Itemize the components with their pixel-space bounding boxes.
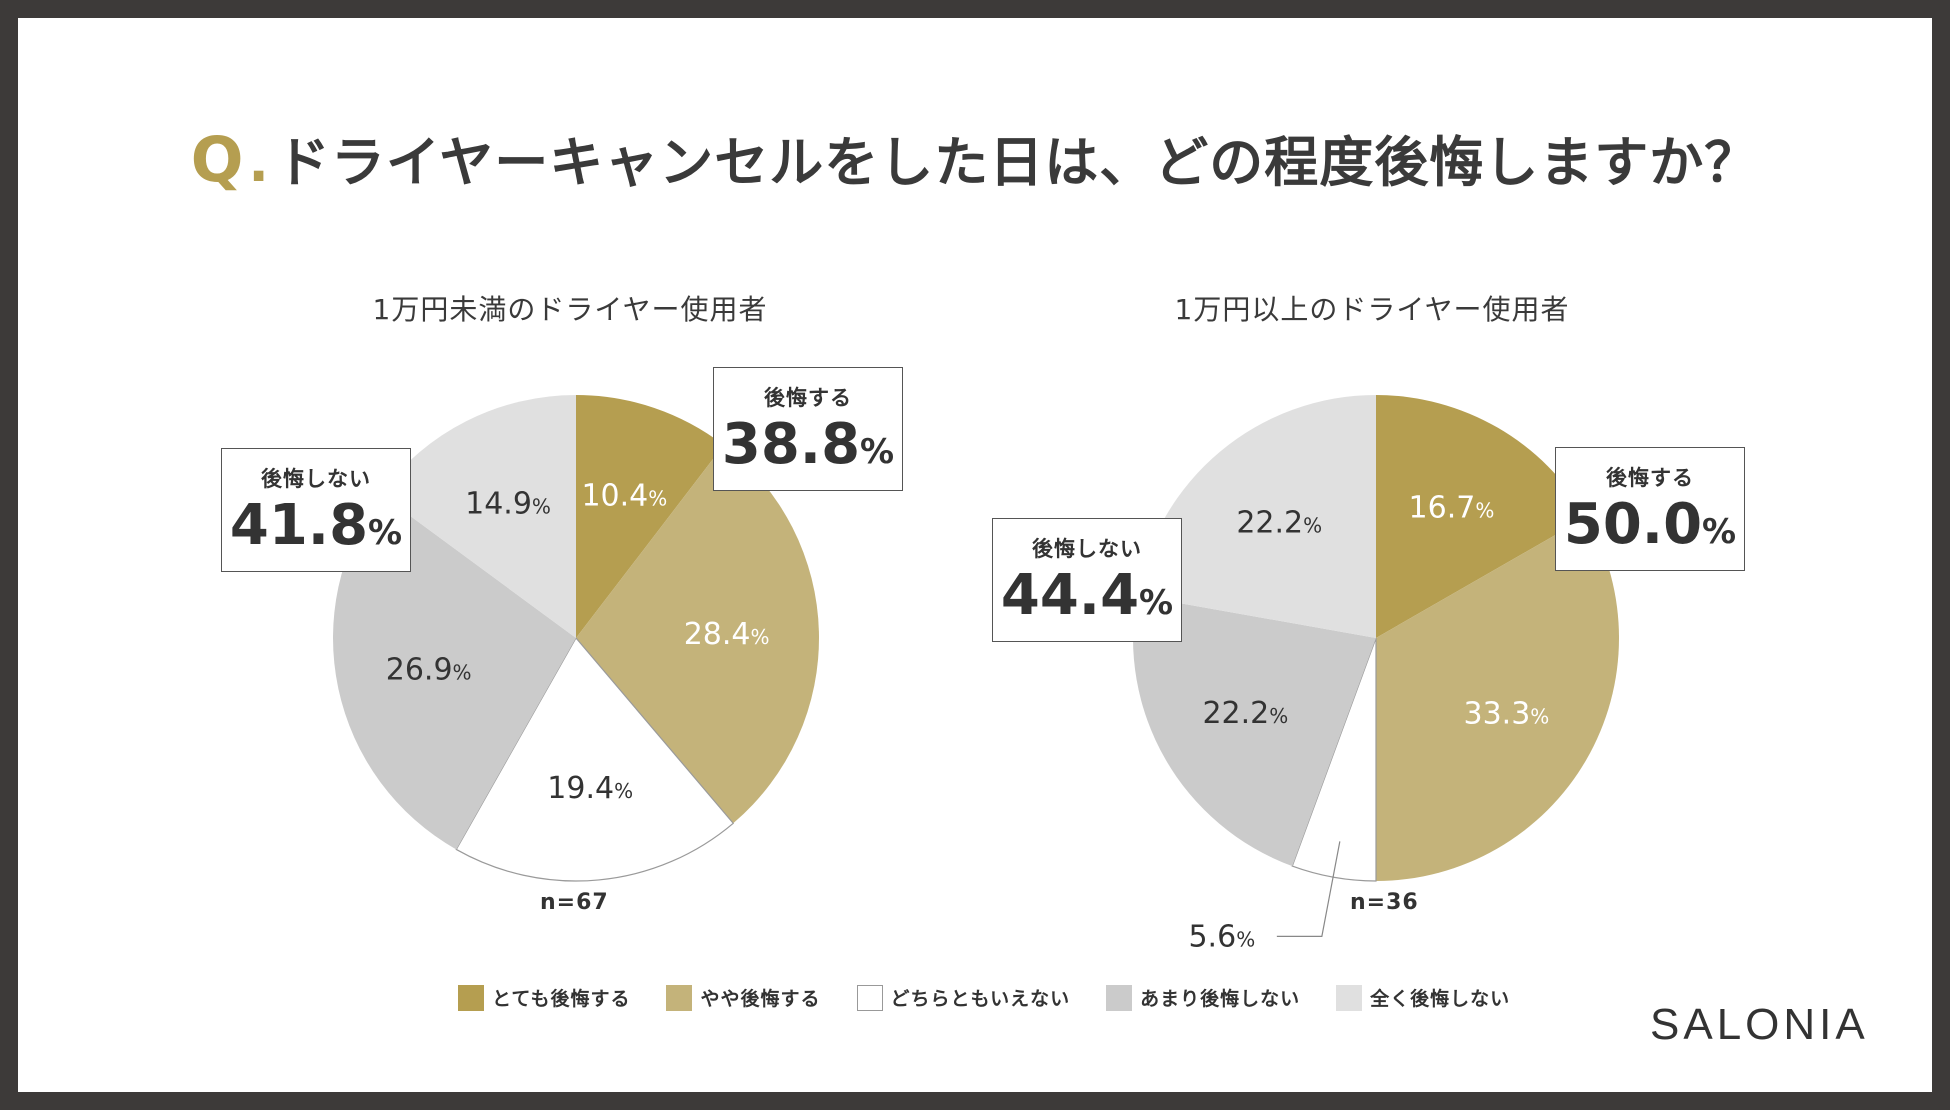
legend-swatch	[856, 984, 883, 1011]
legend-swatch	[1106, 984, 1133, 1011]
chart2-callout-regret: 後悔する 50.0%	[1555, 447, 1745, 571]
chart1-label-somewhat-regret: 28.4%	[684, 617, 770, 652]
chart2-callout-noregret-value: 44.4	[1000, 563, 1140, 628]
chart2-slice-very-regret	[1376, 395, 1587, 638]
chart1-n-label: n=67	[540, 890, 609, 915]
chart2-slice-somewhat-regret	[1376, 516, 1619, 881]
chart2-callout-regret-value: 50.0	[1563, 492, 1703, 557]
chart2-title: 1万円以上のドライヤー使用者	[1174, 293, 1570, 326]
legend-label: あまり後悔しない	[1140, 988, 1301, 1010]
legend: とても後悔する やや後悔する どちらともいえない あまり後悔しない 全く後悔しな…	[458, 984, 1546, 1011]
chart1-label-neutral: 19.4%	[547, 771, 633, 806]
chart1-slice-somewhat-regret	[576, 445, 819, 824]
legend-swatch	[666, 984, 693, 1011]
chart2-label-very-regret: 16.7%	[1409, 491, 1495, 526]
legend-label: 全く後悔しない	[1370, 988, 1511, 1010]
chart1-callout-noregret-value: 41.8	[229, 493, 369, 558]
legend-item-somewhat-regret: やや後悔する	[666, 984, 820, 1011]
chart1-label-very-regret: 10.4%	[581, 478, 667, 513]
chart1-slice-very-regret	[576, 395, 724, 638]
brand-logo: SALONIA	[1650, 1000, 1869, 1049]
q-dot: .	[248, 131, 270, 194]
chart2-callout-regret-label: 後悔する	[1606, 466, 1694, 490]
chart1-callout-noregret-label: 後悔しない	[261, 467, 371, 491]
chart1-slice-little-regret	[333, 493, 576, 850]
chart2-callout-noregret-label: 後悔しない	[1032, 537, 1142, 561]
chart2-slice-little-regret	[1133, 595, 1376, 867]
legend-item-no-regret: 全く後悔しない	[1336, 984, 1510, 1011]
legend-item-very-regret: とても後悔する	[458, 984, 630, 1011]
chart2-n-label: n=36	[1350, 890, 1419, 915]
chart2-leader-line	[1276, 841, 1341, 937]
chart2-label-no-regret: 22.2%	[1236, 506, 1322, 541]
chart1-callout-regret-value: 38.8	[721, 412, 861, 477]
chart1-label-little-regret: 26.9%	[386, 652, 472, 687]
chart2-callout-noregret: 後悔しない 44.4%	[992, 518, 1182, 642]
legend-label: どちらともいえない	[890, 988, 1071, 1010]
q-mark: Q	[190, 123, 245, 196]
legend-label: とても後悔する	[492, 988, 631, 1010]
chart1-slice-no-regret	[380, 395, 576, 638]
chart1-callout-regret: 後悔する 38.8%	[713, 367, 903, 491]
question-text: ドライヤーキャンセルをした日は、どの程度後悔しますか？	[275, 131, 1760, 194]
chart2-label-neutral: 5.6%	[1188, 919, 1255, 954]
question-title: Q. ドライヤーキャンセルをした日は、どの程度後悔しますか？	[0, 118, 1950, 197]
chart1-title: 1万円未満のドライヤー使用者	[372, 293, 768, 326]
chart1-callout-regret-label: 後悔する	[764, 386, 852, 410]
chart1-label-no-regret: 14.9%	[465, 487, 551, 522]
legend-swatch	[1336, 984, 1363, 1011]
legend-label: やや後悔する	[700, 988, 821, 1010]
chart2-label-little-regret: 22.2%	[1202, 696, 1288, 731]
chart2-slice-no-regret	[1136, 395, 1376, 638]
chart1-callout-noregret: 後悔しない 41.8%	[221, 448, 411, 572]
chart2-label-somewhat-regret: 33.3%	[1463, 696, 1549, 731]
legend-item-neutral: どちらともいえない	[856, 984, 1071, 1011]
chart1-slice-neutral	[455, 636, 735, 882]
legend-swatch	[458, 984, 484, 1011]
legend-item-little-regret: あまり後悔しない	[1106, 984, 1300, 1011]
